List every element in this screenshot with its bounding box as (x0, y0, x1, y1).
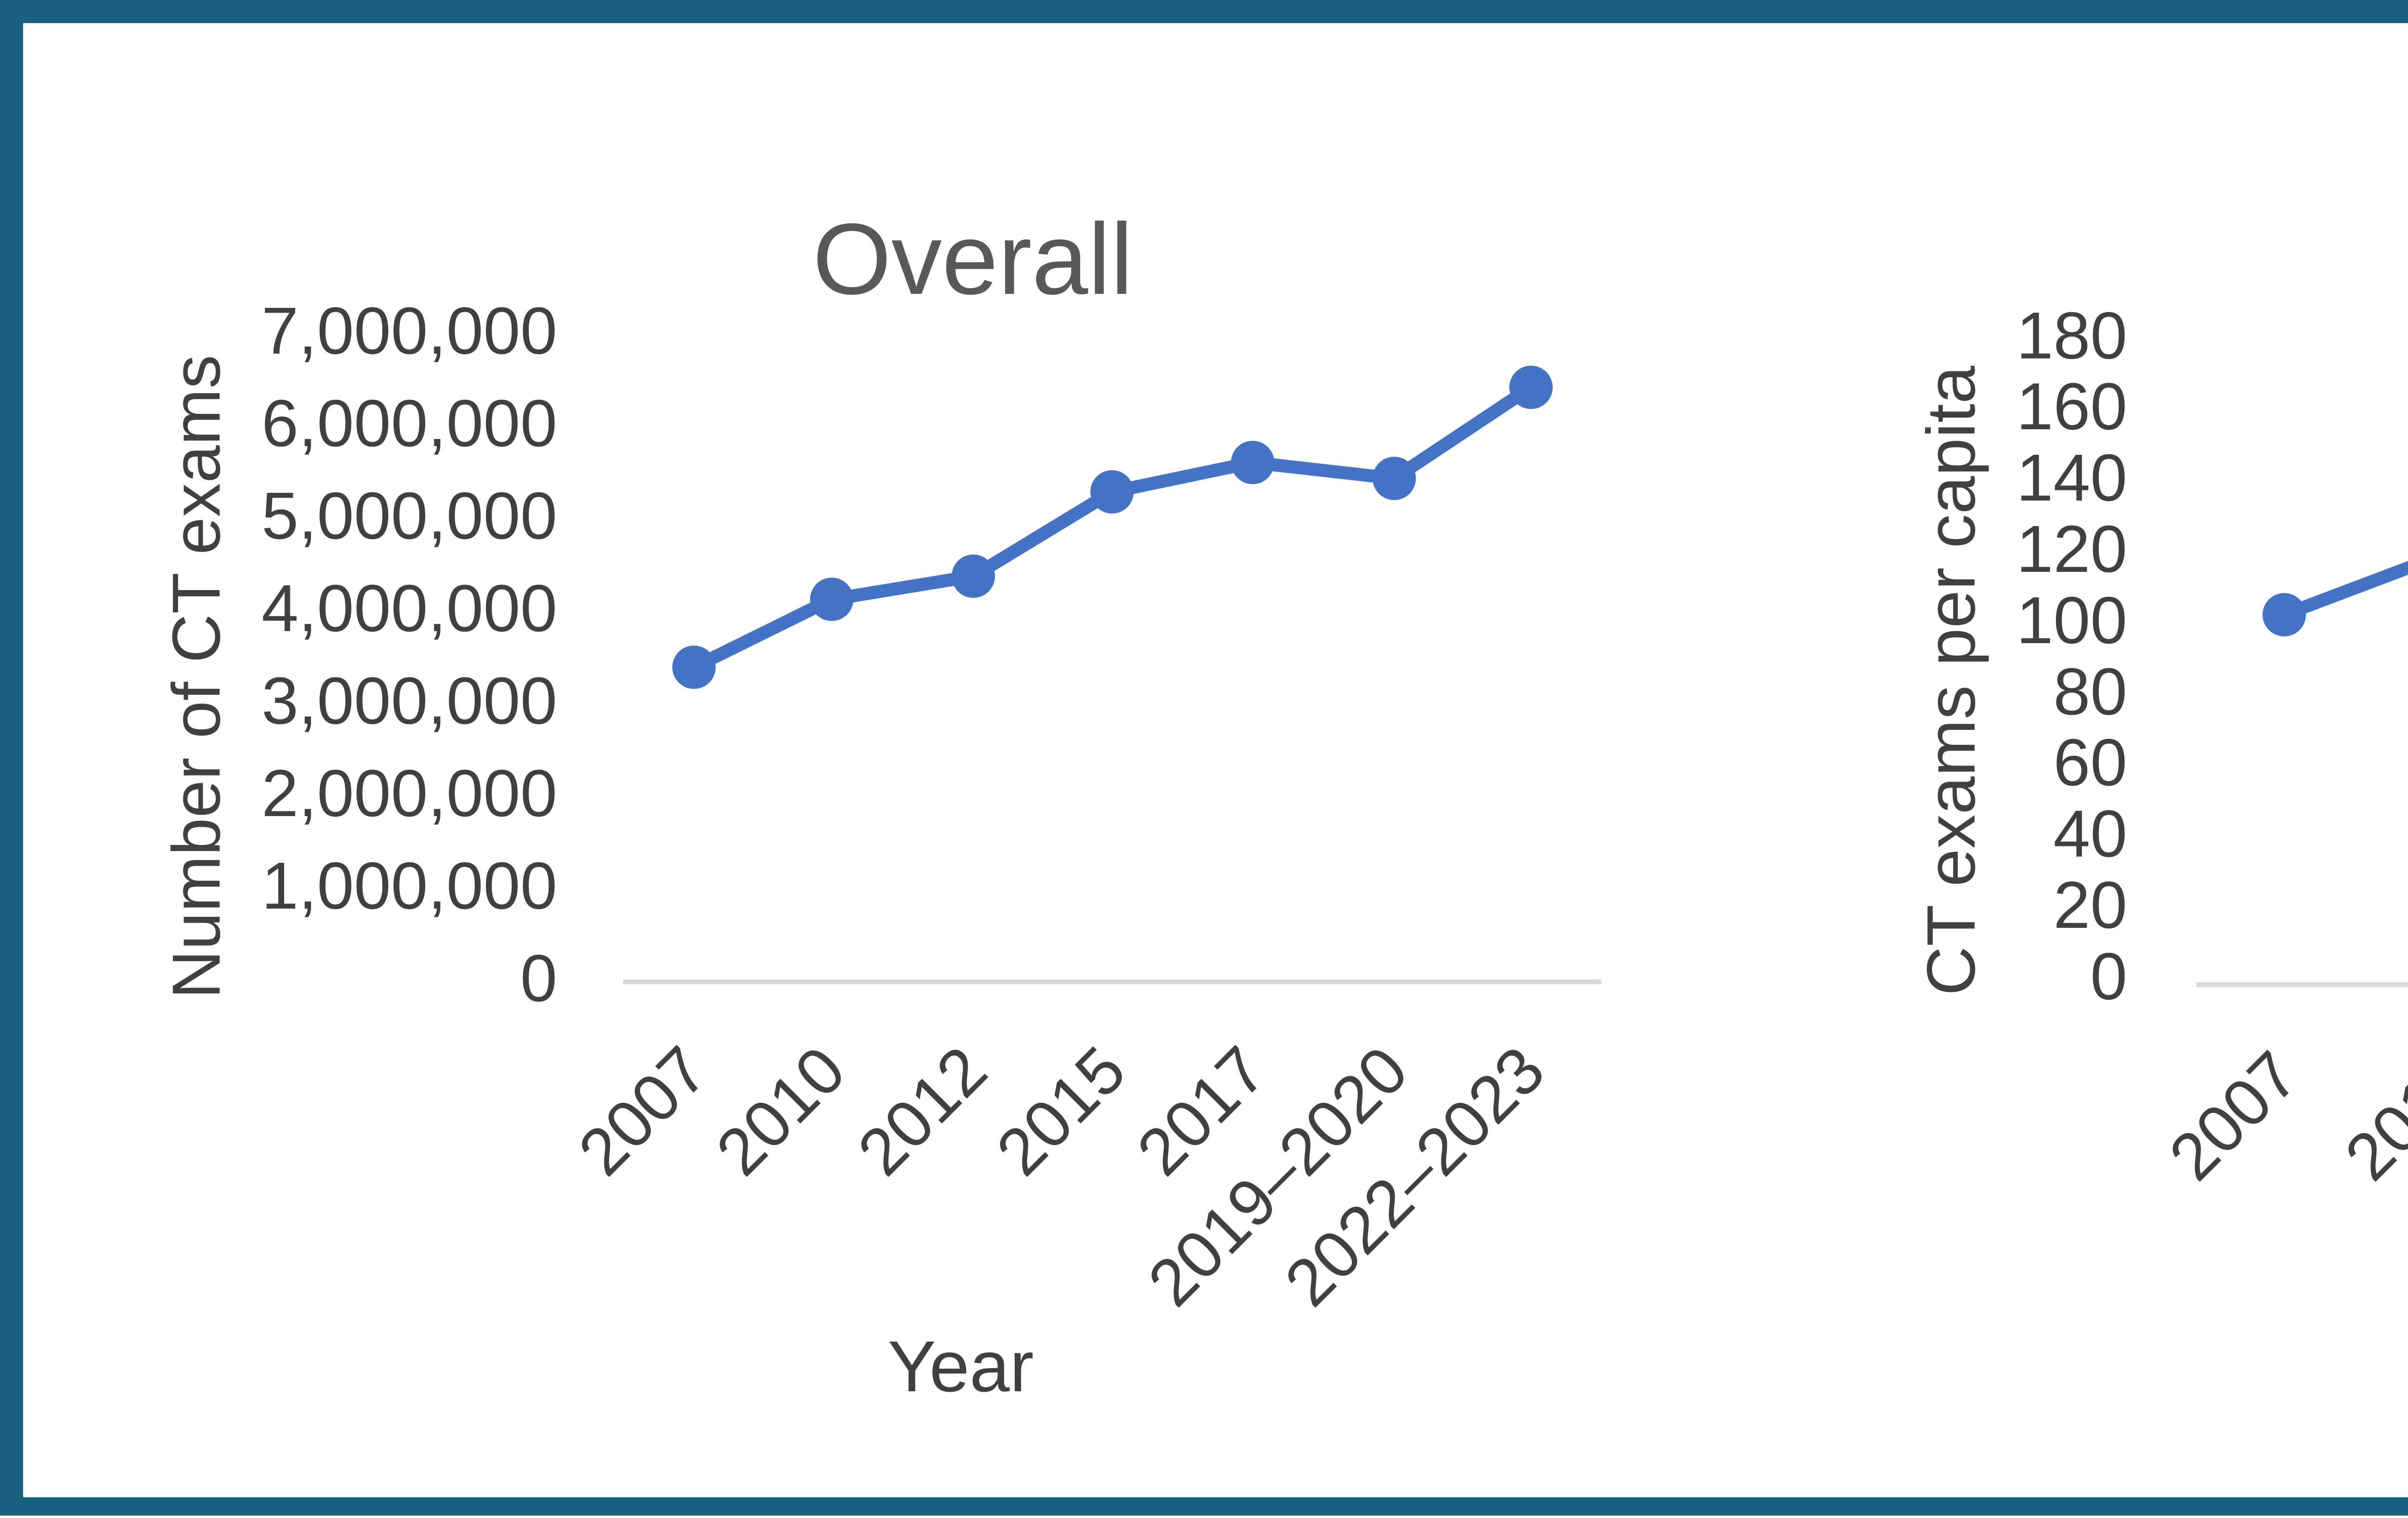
svg-text:20: 20 (2054, 868, 2128, 942)
svg-text:0: 0 (2090, 939, 2127, 1014)
svg-text:140: 140 (2016, 441, 2127, 515)
svg-text:CT exams per capita: CT exams per capita (1913, 366, 1989, 995)
svg-text:40: 40 (2054, 797, 2128, 871)
svg-text:60: 60 (2054, 726, 2128, 800)
svg-text:4,000,000: 4,000,000 (262, 571, 557, 646)
svg-text:180: 180 (2016, 299, 2127, 373)
svg-text:1,000,000: 1,000,000 (262, 849, 557, 923)
svg-text:7,000,000: 7,000,000 (262, 294, 557, 368)
svg-text:120: 120 (2016, 512, 2127, 586)
svg-text:160: 160 (2016, 370, 2127, 444)
svg-text:80: 80 (2054, 655, 2128, 729)
svg-text:6,000,000: 6,000,000 (262, 386, 557, 461)
svg-text:100: 100 (2016, 583, 2127, 658)
svg-text:Number of CT exams: Number of CT exams (158, 355, 234, 999)
svg-text:5,000,000: 5,000,000 (262, 479, 557, 553)
svg-text:0: 0 (520, 941, 557, 1016)
svg-text:3,000,000: 3,000,000 (262, 664, 557, 738)
svg-text:Year: Year (888, 1326, 1034, 1407)
svg-text:Overall: Overall (812, 202, 1133, 316)
svg-text:2,000,000: 2,000,000 (262, 756, 557, 831)
